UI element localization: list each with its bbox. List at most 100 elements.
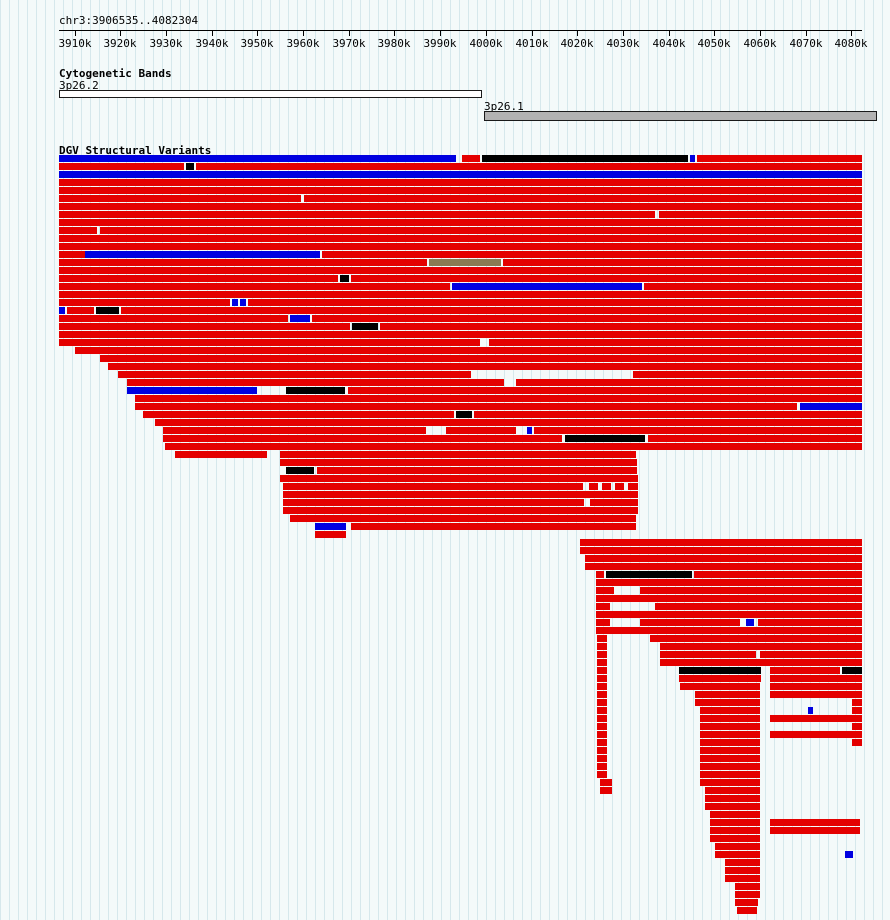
variant-bar[interactable]	[59, 251, 85, 258]
variant-bar[interactable]	[59, 155, 456, 162]
variant-bar[interactable]	[127, 387, 257, 394]
variant-bar[interactable]	[596, 595, 862, 602]
variant-bar[interactable]	[597, 691, 607, 698]
variant-bar[interactable]	[705, 795, 760, 802]
variant-bar[interactable]	[705, 803, 760, 810]
variant-bar[interactable]	[59, 179, 862, 186]
variant-bar[interactable]	[108, 363, 862, 370]
variant-bar[interactable]	[770, 675, 862, 682]
variant-bar[interactable]	[516, 379, 862, 386]
variant-bar[interactable]	[596, 587, 614, 594]
variant-bar[interactable]	[59, 219, 862, 226]
variant-bar[interactable]	[59, 203, 862, 210]
variant-bar[interactable]	[596, 579, 862, 586]
variant-bar[interactable]	[597, 667, 607, 674]
variant-bar[interactable]	[429, 259, 501, 266]
variant-bar[interactable]	[452, 283, 642, 290]
variant-bar[interactable]	[597, 739, 607, 746]
variant-bar[interactable]	[597, 643, 607, 650]
variant-bar[interactable]	[700, 779, 760, 786]
variant-bar[interactable]	[600, 787, 612, 794]
variant-bar[interactable]	[290, 515, 636, 522]
variant-bar[interactable]	[348, 387, 862, 394]
variant-bar[interactable]	[280, 475, 638, 482]
variant-bar[interactable]	[660, 643, 862, 650]
variant-bar[interactable]	[186, 163, 194, 170]
variant-bar[interactable]	[462, 155, 480, 162]
variant-bar[interactable]	[59, 211, 655, 218]
variant-bar[interactable]	[175, 451, 267, 458]
variant-bar[interactable]	[597, 675, 607, 682]
variant-bar[interactable]	[283, 491, 638, 498]
variant-bar[interactable]	[589, 483, 598, 490]
variant-bar[interactable]	[59, 323, 350, 330]
variant-bar[interactable]	[59, 227, 97, 234]
variant-bar[interactable]	[679, 667, 761, 674]
variant-bar[interactable]	[100, 227, 862, 234]
variant-bar[interactable]	[127, 379, 504, 386]
variant-bar[interactable]	[597, 651, 607, 658]
variant-bar[interactable]	[705, 787, 760, 794]
variant-bar[interactable]	[580, 547, 862, 554]
variant-bar[interactable]	[351, 275, 862, 282]
variant-bar[interactable]	[290, 315, 310, 322]
variant-bar[interactable]	[96, 307, 119, 314]
variant-bar[interactable]	[565, 435, 645, 442]
variant-bar[interactable]	[482, 155, 688, 162]
variant-bar[interactable]	[597, 707, 607, 714]
variant-bar[interactable]	[534, 427, 862, 434]
variant-bar[interactable]	[679, 675, 761, 682]
variant-bar[interactable]	[710, 835, 760, 842]
variant-bar[interactable]	[135, 395, 862, 402]
variant-bar[interactable]	[808, 707, 813, 714]
variant-bar[interactable]	[155, 419, 862, 426]
variant-bar[interactable]	[735, 891, 760, 898]
variant-bar[interactable]	[59, 259, 427, 266]
variant-bar[interactable]	[660, 651, 756, 658]
variant-bar[interactable]	[725, 867, 760, 874]
variant-bar[interactable]	[312, 315, 862, 322]
variant-bar[interactable]	[596, 611, 862, 618]
variant-bar[interactable]	[628, 483, 638, 490]
variant-bar[interactable]	[695, 691, 760, 698]
variant-bar[interactable]	[710, 811, 760, 818]
variant-bar[interactable]	[283, 483, 583, 490]
variant-bar[interactable]	[59, 171, 862, 178]
variant-bar[interactable]	[59, 283, 450, 290]
variant-bar[interactable]	[380, 323, 862, 330]
variant-bar[interactable]	[597, 699, 607, 706]
variant-bar[interactable]	[59, 195, 301, 202]
variant-bar[interactable]	[600, 779, 612, 786]
variant-bar[interactable]	[135, 403, 797, 410]
variant-bar[interactable]	[700, 771, 760, 778]
variant-bar[interactable]	[852, 707, 862, 714]
variant-bar[interactable]	[700, 763, 760, 770]
variant-bar[interactable]	[75, 347, 862, 354]
variant-bar[interactable]	[59, 275, 338, 282]
variant-bar[interactable]	[580, 539, 862, 546]
variant-bar[interactable]	[770, 683, 862, 690]
variant-bar[interactable]	[597, 755, 607, 762]
variant-bar[interactable]	[596, 603, 610, 610]
variant-bar[interactable]	[710, 827, 760, 834]
variant-bar[interactable]	[597, 715, 607, 722]
variant-bar[interactable]	[196, 163, 862, 170]
variant-bar[interactable]	[597, 723, 607, 730]
variant-bar[interactable]	[680, 683, 760, 690]
variant-bar[interactable]	[59, 291, 862, 298]
variant-bar[interactable]	[59, 331, 862, 338]
variant-bar[interactable]	[597, 771, 607, 778]
variant-bar[interactable]	[527, 427, 532, 434]
variant-bar[interactable]	[59, 267, 862, 274]
variant-bar[interactable]	[770, 667, 840, 674]
variant-bar[interactable]	[315, 523, 346, 530]
variant-bar[interactable]	[59, 299, 230, 306]
variant-bar[interactable]	[697, 155, 862, 162]
variant-bar[interactable]	[606, 571, 692, 578]
variant-bar[interactable]	[655, 603, 862, 610]
variant-bar[interactable]	[59, 235, 862, 242]
variant-bar[interactable]	[700, 747, 760, 754]
variant-bar[interactable]	[615, 483, 624, 490]
variant-bar[interactable]	[59, 243, 862, 250]
variant-bar[interactable]	[650, 635, 862, 642]
